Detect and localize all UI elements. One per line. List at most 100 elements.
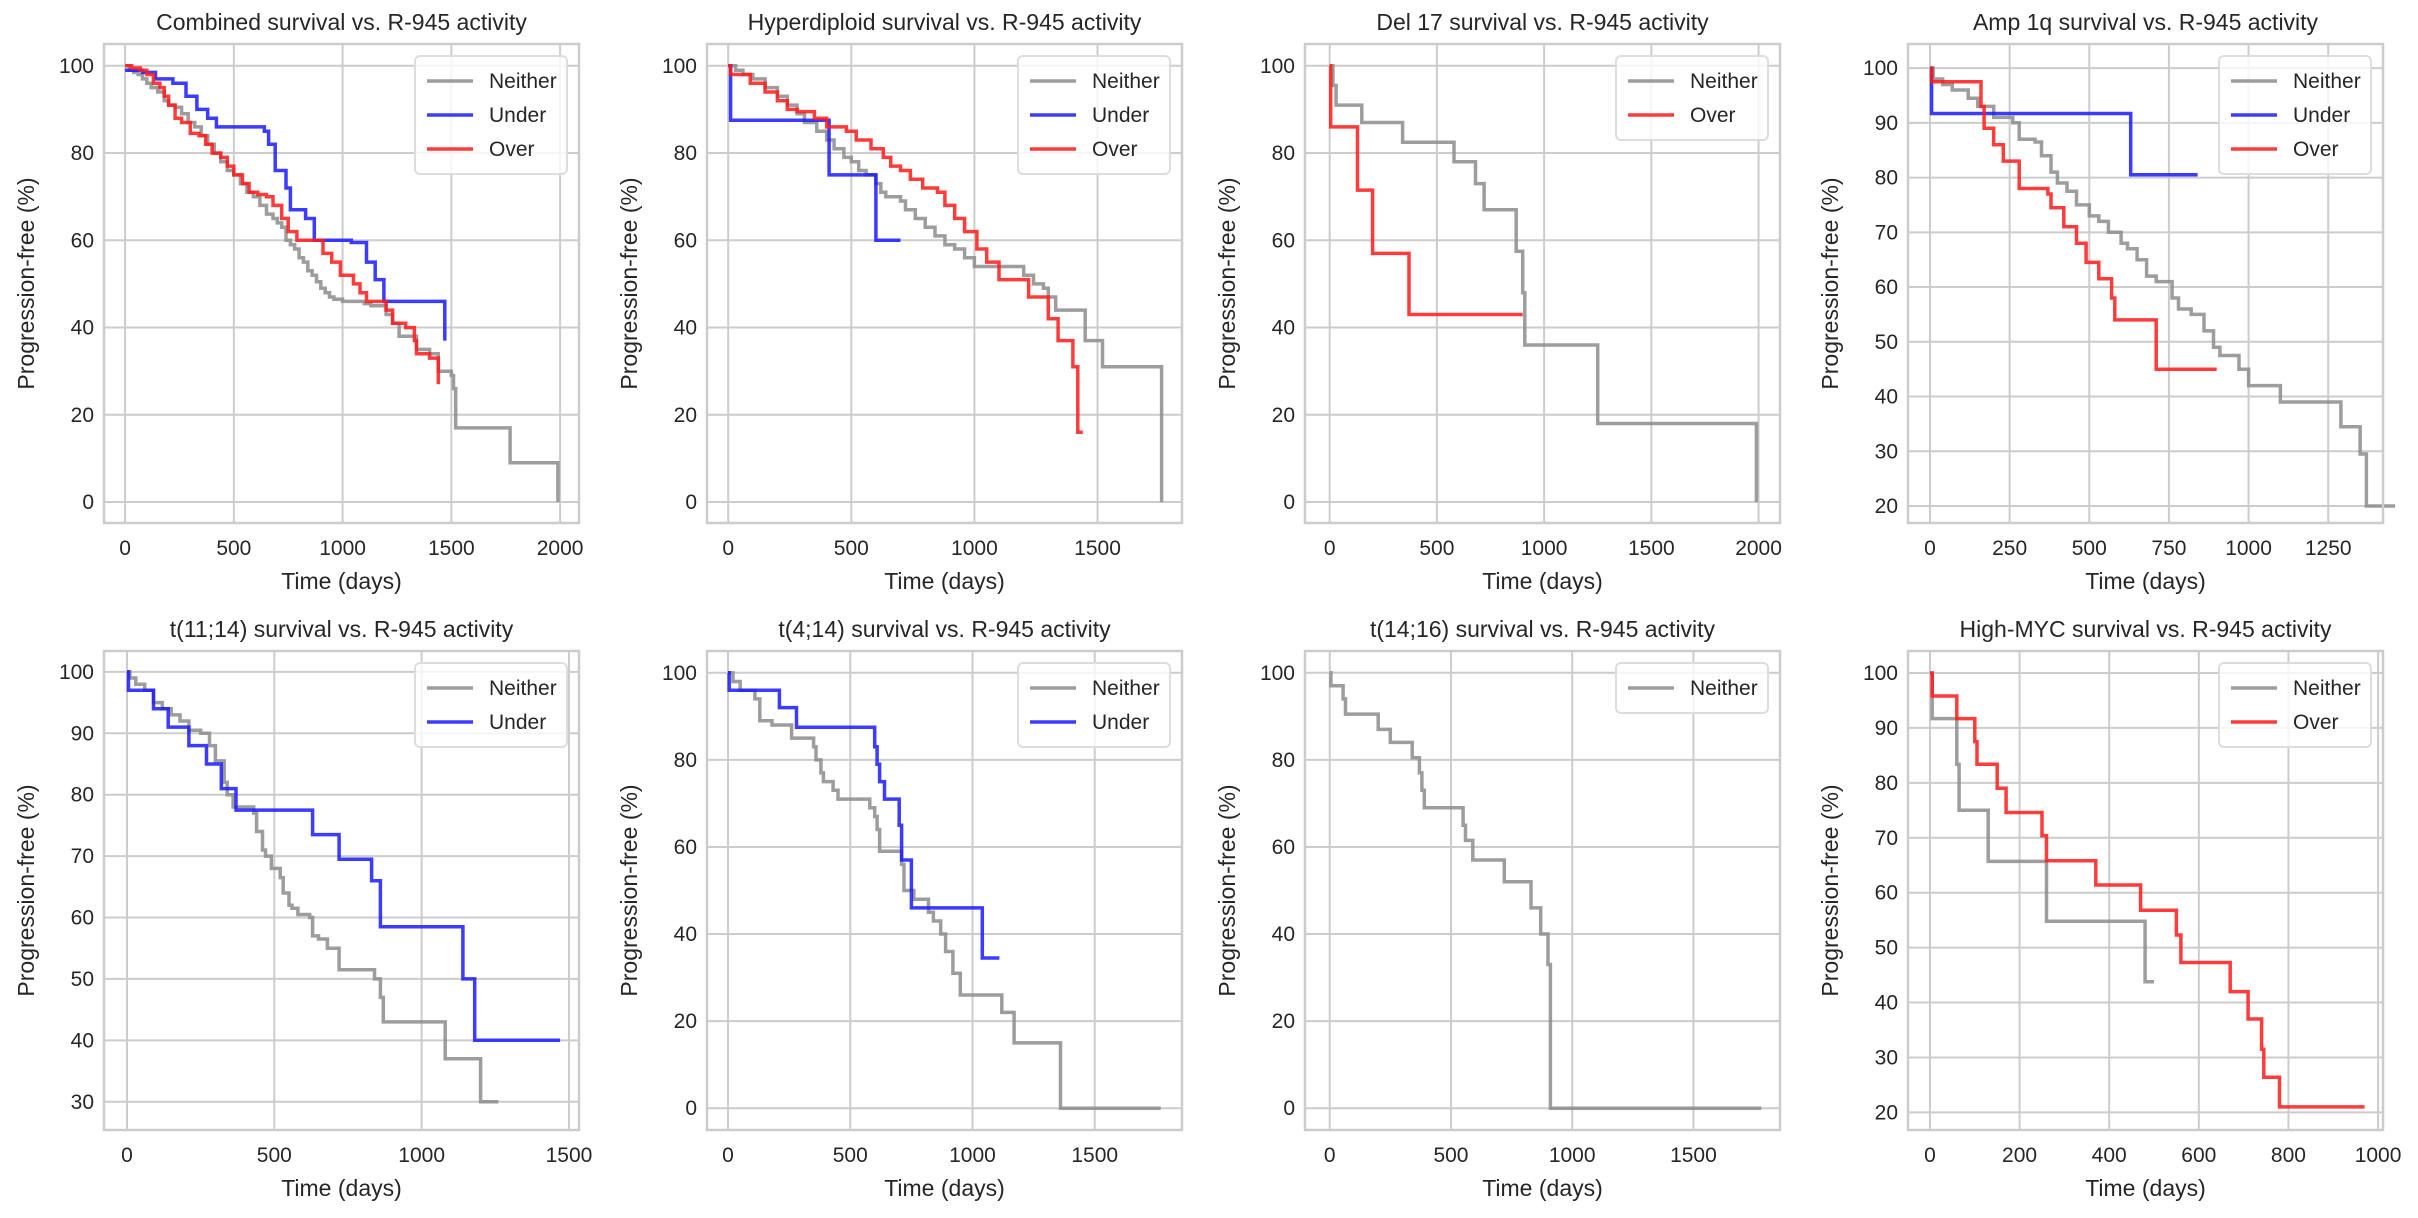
- axes-frame: [705, 42, 1184, 525]
- axes-frame: [1303, 649, 1782, 1132]
- y-axis-label: Progression-free (%): [1817, 784, 1843, 996]
- y-tick-label: 20: [1272, 404, 1295, 427]
- x-tick-label: 1000: [1521, 537, 1568, 560]
- y-tick-label: 0: [1283, 491, 1295, 514]
- x-tick-label: 0: [121, 1144, 133, 1167]
- x-tick-label: 600: [2181, 1144, 2216, 1167]
- x-tick-label: 1500: [428, 537, 475, 560]
- x-tick-label: 1000: [949, 1144, 996, 1167]
- y-tick-label: 20: [71, 404, 94, 427]
- legend-box: [2218, 55, 2372, 175]
- y-tick-label: 80: [1875, 167, 1898, 190]
- series-line-neither: [728, 64, 1164, 503]
- y-axis-label: Progression-free (%): [13, 177, 39, 389]
- y-tick-label: 100: [662, 662, 697, 685]
- x-tick-label: 2000: [537, 537, 584, 560]
- x-tick-label: 250: [1992, 537, 2027, 560]
- legend-label: Over: [489, 138, 535, 161]
- y-tick-label: 40: [674, 317, 697, 340]
- legend: Neither Under Over: [1017, 55, 1171, 175]
- x-tick-label: 1500: [1074, 537, 1121, 560]
- x-tick-label: 1000: [2355, 1144, 2402, 1167]
- y-tick-label: 0: [685, 1097, 697, 1120]
- x-tick-label: 200: [2002, 1144, 2037, 1167]
- y-tick-label: 70: [1875, 827, 1898, 850]
- legend: Neither Under Over: [2218, 55, 2372, 175]
- legend-label: Over: [2293, 138, 2339, 161]
- legend-box: [414, 55, 568, 175]
- subplot-4: 0 250 500 750 1000 1250 20 30 40 50 60 70 80 90 100 Amp…: [1817, 9, 2396, 594]
- y-tick-label: 60: [674, 229, 697, 252]
- axes-frame: [705, 649, 1184, 1132]
- y-tick-label: 90: [1875, 717, 1898, 740]
- y-axis-label: Progression-free (%): [13, 784, 39, 996]
- y-tick-label: 70: [71, 845, 94, 868]
- y-tick-label: 40: [1272, 317, 1295, 340]
- series-line-neither: [1329, 64, 1759, 503]
- legend-box: [1017, 55, 1171, 175]
- y-tick-label: 60: [1272, 836, 1295, 859]
- legend: Neither Over: [2218, 662, 2372, 748]
- series-line-neither: [1930, 671, 2154, 984]
- legend: Neither: [1615, 662, 1769, 714]
- legend-label: Neither: [1690, 677, 1758, 700]
- series-line-neither: [1930, 66, 2396, 508]
- subplot-title: Del 17 survival vs. R-945 activity: [1376, 9, 1709, 35]
- axes-frame: [1303, 42, 1782, 525]
- legend-box: [2218, 662, 2372, 748]
- y-axis-label: Progression-free (%): [1214, 784, 1240, 996]
- legend-label: Neither: [2293, 677, 2361, 700]
- x-tick-label: 1500: [546, 1144, 593, 1167]
- subplot-2: 0 500 1000 1500 0 20 40 60 80 100 Hyperdiploid sur…: [616, 9, 1184, 594]
- x-axis-label: Time (days): [2085, 1175, 2206, 1201]
- y-tick-label: 100: [1863, 662, 1898, 685]
- axes-frame: [1906, 42, 2385, 525]
- y-axis-label: Progression-free (%): [616, 177, 642, 389]
- subplot-title: t(4;14) survival vs. R-945 activity: [778, 616, 1111, 642]
- y-tick-label: 40: [71, 317, 94, 340]
- y-tick-label: 30: [1875, 440, 1898, 463]
- y-tick-label: 80: [71, 142, 94, 165]
- y-tick-label: 80: [674, 142, 697, 165]
- x-tick-label: 0: [1324, 1144, 1336, 1167]
- subplot-1: 0 500 1000 1500 2000 0 20 40 60 80 100 Combined sur…: [13, 9, 583, 594]
- y-tick-label: 80: [71, 784, 94, 807]
- x-axis-label: Time (days): [1482, 1175, 1603, 1201]
- legend-label: Neither: [2293, 70, 2361, 93]
- x-tick-label: 1000: [2225, 537, 2272, 560]
- series-line-under: [125, 68, 447, 341]
- x-axis-label: Time (days): [884, 1175, 1005, 1201]
- y-tick-label: 100: [1863, 57, 1898, 80]
- series-line-neither: [127, 670, 499, 1104]
- x-tick-label: 1500: [1670, 1144, 1717, 1167]
- y-tick-label: 50: [1875, 331, 1898, 354]
- y-tick-label: 20: [674, 1010, 697, 1033]
- x-tick-label: 0: [1924, 537, 1936, 560]
- x-axis-label: Time (days): [281, 1175, 402, 1201]
- series-line-over: [1929, 66, 2217, 371]
- subplot-title: t(14;16) survival vs. R-945 activity: [1370, 616, 1716, 642]
- subplot-6: 0 500 1000 1500 0 20 40 60 80 100 t(4;14) survival…: [616, 616, 1184, 1201]
- x-tick-label: 0: [722, 537, 734, 560]
- y-tick-label: 40: [1272, 923, 1295, 946]
- legend-box: [1615, 662, 1769, 714]
- legend-label: Under: [1092, 104, 1149, 127]
- y-tick-label: 90: [1875, 112, 1898, 135]
- axes-frame: [1906, 649, 2385, 1132]
- x-tick-label: 500: [2072, 537, 2107, 560]
- x-tick-label: 1000: [1549, 1144, 1596, 1167]
- series-line-over: [125, 64, 441, 385]
- y-tick-label: 30: [1875, 1046, 1898, 1069]
- series-line-over: [1328, 64, 1523, 317]
- y-tick-label: 100: [59, 661, 94, 684]
- x-tick-label: 0: [1924, 1144, 1936, 1167]
- y-tick-label: 0: [685, 491, 697, 514]
- legend-box: [1615, 55, 1769, 141]
- y-axis-label: Progression-free (%): [1817, 177, 1843, 389]
- series-line-over: [1930, 671, 2365, 1109]
- x-tick-label: 2000: [1735, 537, 1782, 560]
- legend: Neither Under Over: [414, 55, 568, 175]
- legend-label: Neither: [489, 70, 557, 93]
- y-tick-label: 30: [71, 1091, 94, 1114]
- y-tick-label: 80: [674, 749, 697, 772]
